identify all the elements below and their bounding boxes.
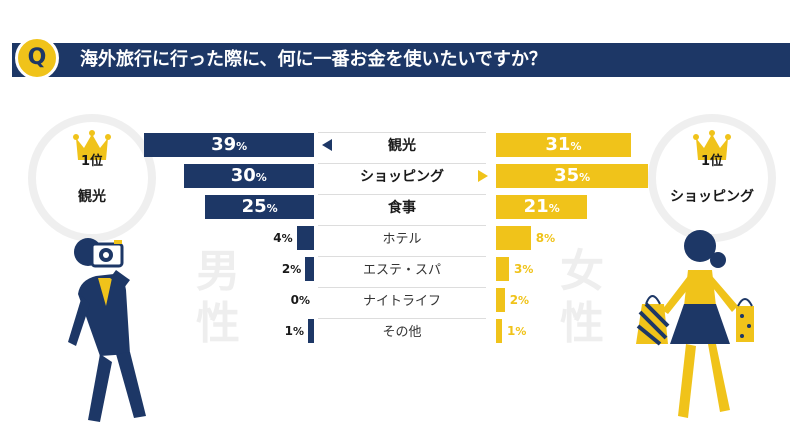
female-value-label: 31% — [545, 134, 582, 155]
male-rank-label: 観光 — [78, 189, 106, 205]
male-value-label: 25% — [241, 196, 278, 217]
category-label: エステ・スパ — [318, 256, 486, 283]
female-bar — [496, 288, 505, 312]
male-photographer-illustration — [68, 238, 146, 422]
female-bar — [496, 195, 588, 219]
female-value-label: 3% — [514, 262, 534, 276]
male-value-label: 30% — [230, 165, 267, 186]
male-rank-circle — [28, 114, 156, 242]
male-value-label: 2% — [281, 262, 302, 276]
male-bar — [308, 319, 314, 343]
male-value-label: 1% — [284, 324, 304, 338]
female-rank-number: 1位 — [700, 154, 724, 169]
female-crown-icon — [693, 130, 731, 160]
male-crown-icon — [73, 130, 111, 160]
male-value-label: 4% — [273, 231, 293, 245]
female-value-label: 21% — [523, 196, 560, 217]
female-bar — [496, 164, 649, 188]
male-bar — [144, 133, 314, 157]
female-value-label: 8% — [535, 231, 556, 245]
male-bar — [305, 257, 314, 281]
male-value-label: 39% — [211, 134, 248, 155]
female-shopper-illustration — [636, 230, 754, 418]
female-rank-label: ショッピング — [670, 189, 754, 205]
male-bar — [296, 226, 314, 250]
male-bar — [183, 164, 314, 188]
category-label: ホテル — [318, 225, 486, 252]
question-bar — [12, 43, 790, 77]
female-bar — [496, 257, 510, 281]
female-bar — [496, 319, 502, 343]
female-value-label: 35% — [554, 165, 591, 186]
category-label: ナイトライフ — [318, 287, 486, 314]
category-label: 食事 — [318, 194, 486, 221]
male-gender-label: 男性 — [196, 246, 240, 349]
female-value-label: 2% — [509, 293, 530, 307]
male-rank-number: 1位 — [80, 154, 104, 169]
male-top-arrow-icon — [322, 139, 332, 151]
question-badge: Q — [15, 36, 59, 80]
female-value-label: 1% — [507, 324, 527, 338]
male-bar — [205, 195, 314, 219]
male-value-label: 0% — [290, 293, 310, 307]
female-bar — [496, 133, 631, 157]
category-label: 観光 — [318, 132, 486, 159]
category-label: ショッピング — [318, 163, 486, 190]
question-text: 海外旅行に行った際に、何に一番お金を使いたいですか？ — [80, 49, 547, 70]
category-label: その他 — [318, 318, 486, 345]
female-bar — [496, 226, 531, 250]
female-top-arrow-icon — [478, 170, 488, 182]
female-gender-label: 女性 — [560, 246, 604, 349]
